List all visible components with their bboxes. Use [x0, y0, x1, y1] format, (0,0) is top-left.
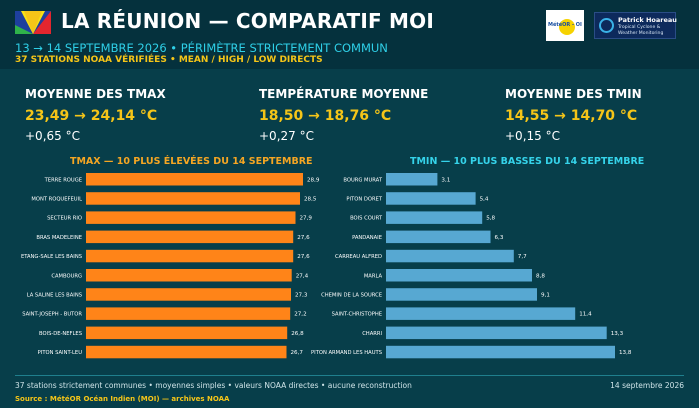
tmax-category-label: PITON SAINT-LEU [38, 350, 83, 356]
tmin-bar [386, 269, 532, 282]
kpi-label: TEMPÉRATURE MOYENNE [259, 87, 429, 101]
tmin-category-label: PITON DORET [346, 196, 382, 202]
tmax-bar [86, 269, 292, 282]
tmax-category-label: ETANG-SALE LES BAINS [21, 254, 82, 260]
tmax-value-label: 26,7 [291, 350, 304, 356]
footer-date: 14 septembre 2026 [610, 381, 684, 390]
tmax-category-label: BRAS MADELEINE [36, 235, 82, 241]
tmin-value-label: 13,3 [611, 331, 624, 337]
tmax-value-label: 27,6 [297, 235, 310, 241]
kpi-value: 18,50 → 18,76 °C [259, 108, 392, 124]
tmin-category-label: PITON ARMAND LES HAUTS [311, 350, 382, 356]
tmin-bar [386, 230, 491, 244]
tmin-bar [386, 288, 537, 301]
logo-tagline: Tropical Cyclone & Weather Monitoring [618, 25, 663, 37]
kpi-label: MOYENNE DES TMIN [505, 87, 642, 101]
stations-subline: 37 STATIONS NOAA VÉRIFIÉES • MEAN / HIGH… [15, 55, 323, 65]
tmax-value-label: 26,8 [291, 331, 304, 337]
tmax-value-label: 27,4 [296, 273, 309, 279]
cyclone-icon [599, 18, 614, 33]
tmax-bar [86, 345, 287, 359]
logo-tagline-line2: Weather Monitoring [618, 31, 664, 36]
tmin-value-label: 3,1 [441, 177, 450, 183]
tmin-bar [386, 326, 607, 340]
kpi-value: 23,49 → 24,14 °C [25, 108, 158, 124]
tmax-bar [86, 211, 296, 224]
tmin-category-label: PANDANAIE [352, 235, 382, 241]
tmin-chart-title: TMIN — 10 PLUS BASSES DU 14 SEPTEMBRE [410, 156, 645, 167]
tmin-category-label: BOIS COURT [350, 216, 383, 222]
kpi-delta: +0,15 °C [505, 129, 560, 143]
tmin-category-label: CHEMIN DE LA SOURCE [321, 292, 382, 298]
footer-divider [15, 375, 684, 376]
tmin-category-label: MARLA [364, 273, 383, 279]
tmin-category-label: SAINT-CHRISTOPHE [332, 312, 382, 318]
tmin-value-label: 8,8 [536, 273, 545, 279]
period-subtitle: 13 → 14 SEPTEMBRE 2026 • PÉRIMÈTRE STRIC… [15, 41, 388, 55]
footer-note: 37 stations strictement communes • moyen… [15, 381, 412, 390]
tmax-bar [86, 192, 300, 205]
tmax-category-label: MONT ROQUEFEUIL [31, 196, 82, 202]
tmin-category-label: BOURG MURAT [343, 177, 382, 183]
reunion-flag-icon [15, 11, 51, 34]
tmax-category-label: SAINT-JOSEPH - BUTOR [22, 312, 82, 318]
kpi-tmax: MOYENNE DES TMAX 23,49 → 24,14 °C +0,65 … [25, 87, 166, 143]
tmin-value-label: 13,8 [619, 350, 632, 356]
kpi-tmin: MOYENNE DES TMIN 14,55 → 14,70 °C +0,15 … [505, 87, 642, 143]
tmax-bar [86, 307, 291, 320]
tmin-bar [386, 211, 483, 224]
tmin-bar [386, 307, 576, 320]
tmin-value-label: 11,4 [579, 312, 592, 318]
tmax-category-label: CAMBOURG [51, 273, 82, 279]
tmax-value-label: 28,9 [307, 177, 320, 183]
logo-tagline-line1: Tropical Cyclone & [618, 25, 661, 30]
tmax-value-label: 28,5 [304, 196, 317, 202]
logo-name: Patrick Hoareau [618, 16, 677, 24]
page-title: LA RÉUNION — COMPARATIF MOI [61, 9, 434, 33]
tmin-bar [386, 345, 615, 359]
tmax-bar [86, 230, 294, 244]
tmin-bar [386, 192, 476, 205]
header-banner: LA RÉUNION — COMPARATIF MOI 13 → 14 SEPT… [0, 0, 699, 69]
tmin-value-label: 6,3 [495, 235, 504, 241]
tmin-value-label: 5,8 [486, 216, 495, 222]
kpi-label: MOYENNE DES TMAX [25, 87, 166, 101]
tmin-value-label: 7,7 [518, 254, 527, 260]
tmax-category-label: SECTEUR RIO [47, 216, 82, 222]
tmax-chart-title: TMAX — 10 PLUS ÉLEVÉES DU 14 SEPTEMBRE [70, 156, 313, 167]
kpi-tmean: TEMPÉRATURE MOYENNE 18,50 → 18,76 °C +0,… [259, 87, 428, 143]
patrick-hoareau-logo: Patrick Hoareau Tropical Cyclone & Weath… [594, 12, 677, 39]
kpi-value: 14,55 → 14,70 °C [505, 108, 638, 124]
tmax-category-label: BOIS-DE-NEFLES [39, 331, 82, 337]
tmax-bar [86, 288, 291, 301]
kpi-delta: +0,65 °C [25, 129, 80, 143]
tmax-category-label: LA SALINE LES BAINS [27, 292, 82, 298]
tmax-category-label: TERRE ROUGE [44, 177, 82, 183]
meteor-logo-text: MétéOR - OI [548, 22, 582, 28]
tmin-category-label: CHARRI [362, 331, 382, 337]
tmin-value-label: 9,1 [541, 292, 550, 298]
tmin-category-label: CARREAU ALFRED [335, 254, 382, 260]
tmax-value-label: 27,9 [300, 216, 313, 222]
kpi-delta: +0,27 °C [259, 129, 314, 143]
tmin-value-label: 5,4 [480, 196, 489, 202]
tmax-bar [86, 249, 294, 263]
meteor-oi-logo: MétéOR - OI [546, 10, 584, 41]
tmax-value-label: 27,6 [297, 254, 310, 260]
tmin-bar [386, 249, 514, 263]
sun-icon [559, 19, 575, 35]
footer-source: Source : MétéOR Océan Indien (MOI) — arc… [15, 395, 230, 403]
tmax-value-label: 27,2 [294, 312, 306, 318]
tmax-bar [86, 326, 288, 340]
tmin-bar [386, 173, 438, 186]
tmax-bar [86, 173, 303, 186]
tmax-value-label: 27,3 [295, 292, 308, 298]
